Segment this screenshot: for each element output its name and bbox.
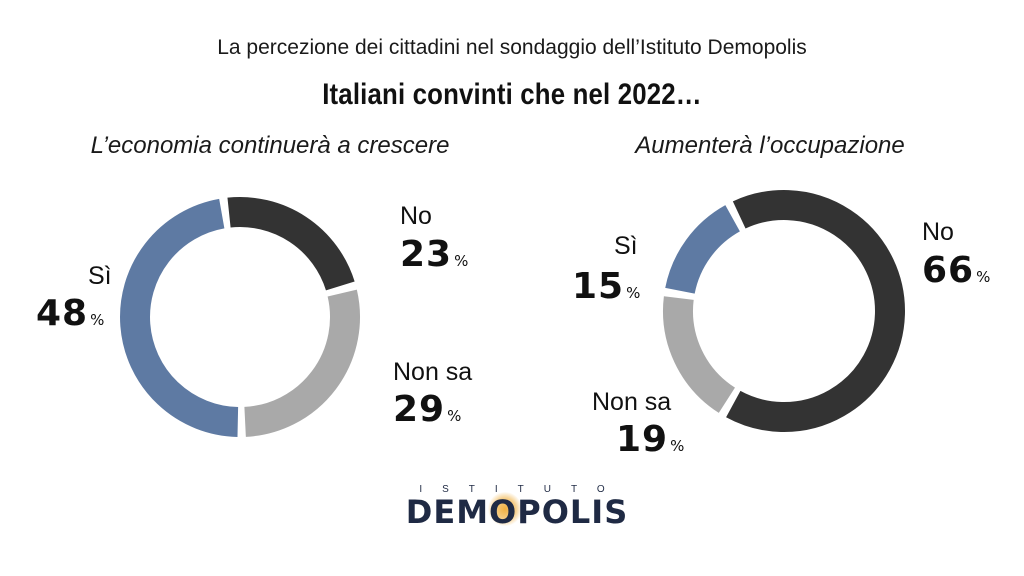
label-nonsa-economia: Non sa: [393, 358, 473, 386]
label-no-economia: No: [400, 202, 432, 230]
label-si-economia: Sì: [88, 262, 112, 290]
value-si-occupazione: 15%: [572, 266, 641, 307]
main-title: Italiani convinti che nel 2022…: [322, 78, 702, 111]
value-nonsa-occupazione: 19%: [616, 419, 685, 460]
logo-top-text: ISTITUTO: [419, 484, 625, 495]
label-no-occupazione: No: [922, 218, 954, 246]
label-si-occupazione: Sì: [614, 232, 638, 260]
chart-title-economia: L’economia continuerà a crescere: [90, 132, 450, 159]
label-nonsa-occupazione: Non sa: [592, 388, 672, 416]
logo-glow-icon: [488, 492, 522, 526]
value-no-economia: 23%: [400, 234, 469, 275]
value-si-economia: 48%: [36, 293, 105, 334]
demopolis-logo: ISTITUTO DEMOPOLIS: [384, 484, 650, 531]
chart-title-occupazione: Aumenterà l’occupazione: [635, 132, 905, 159]
slice-no-occupazione: [726, 190, 905, 432]
slice-non-sa-economia: [243, 289, 360, 437]
slice-no-economia: [227, 197, 355, 291]
slice-si-occupazione: [665, 205, 741, 295]
logo-main-text: DEMOPOLIS: [405, 493, 629, 531]
value-nonsa-economia: 29%: [393, 389, 462, 430]
slice-si-economia: [120, 198, 239, 437]
slice-non-sa-occupazione: [663, 296, 736, 413]
value-no-occupazione: 66%: [922, 250, 991, 291]
supertitle: La percezione dei cittadini nel sondaggi…: [217, 36, 807, 59]
